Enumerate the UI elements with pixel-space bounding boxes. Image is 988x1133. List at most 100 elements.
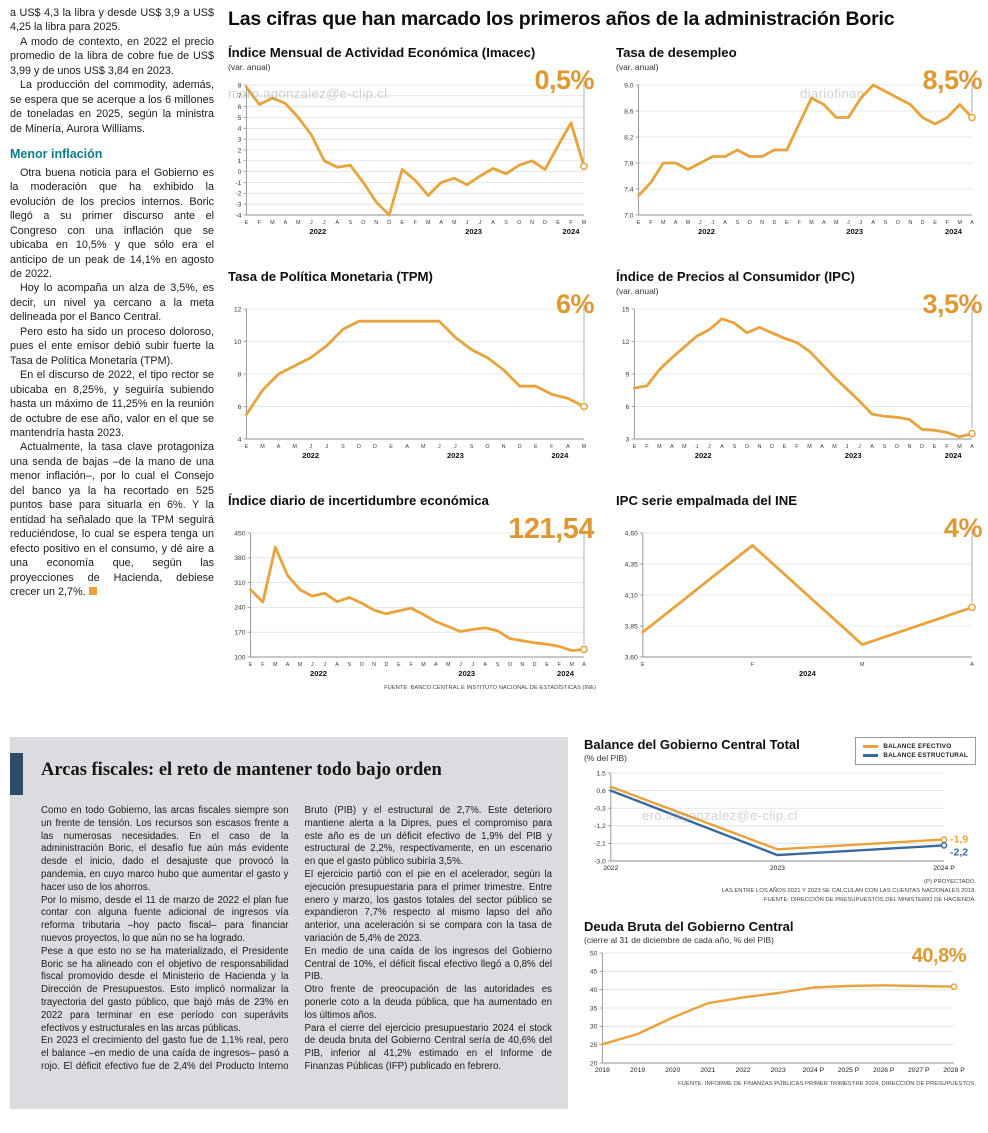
watermark: ero.#agonzalez@e-clip.cl (642, 808, 798, 823)
panel-paragraph: Por lo mismo, desde el 11 de marzo de 20… (41, 894, 289, 944)
panel-paragraph: El ejercicio partió con el pie en el ace… (304, 868, 553, 944)
svg-text:7,0: 7,0 (624, 212, 634, 219)
svg-text:A: A (405, 444, 409, 450)
chart-title: Tasa de Política Monetaria (TPM) (228, 269, 433, 284)
svg-text:J: J (325, 444, 328, 450)
svg-text:2019: 2019 (630, 1067, 645, 1074)
svg-text:-1,9: -1,9 (950, 834, 968, 846)
chart-plot: 1,5 0,6 -0,3 -1,2 -2,1 -3,0 2022 2023 2024 P -1,9… (584, 765, 976, 877)
svg-text:J: J (466, 220, 469, 226)
chart-balance-card: Balance del Gobierno Central Total (% de… (584, 737, 976, 905)
article-paragraph: Otra buena noticia para el Gobierno es l… (10, 166, 214, 280)
svg-text:M: M (682, 444, 687, 450)
svg-text:2022: 2022 (302, 451, 319, 460)
svg-text:100: 100 (234, 654, 246, 661)
svg-text:D: D (770, 444, 774, 450)
svg-text:2023: 2023 (771, 1067, 786, 1074)
article-paragraph: a US$ 4,3 la libra y desde US$ 3,9 a US$… (10, 7, 214, 34)
svg-text:25: 25 (590, 1042, 598, 1049)
svg-text:O: O (508, 662, 512, 668)
svg-text:N: N (757, 444, 761, 450)
chart-imacec-card: Índice Mensual de Actividad Económica (I… (228, 45, 596, 241)
svg-text:N: N (374, 220, 378, 226)
article-subhead: Menor inflación (10, 147, 103, 162)
chart-deuda-card: Deuda Bruta del Gobierno Central (cierre… (584, 919, 976, 1087)
chart-grid: Índice Mensual de Actividad Económica (I… (228, 45, 983, 691)
svg-text:2023: 2023 (447, 451, 464, 460)
svg-text:A: A (335, 662, 339, 668)
svg-text:M: M (426, 220, 431, 226)
svg-text:J: J (323, 220, 326, 226)
svg-text:F: F (645, 444, 649, 450)
svg-text:E: E (637, 220, 641, 226)
svg-text:A: A (277, 444, 281, 450)
top-section: a US$ 4,3 la libra y desde US$ 3,9 a US$… (10, 6, 983, 691)
panel-text-columns: Como en todo Gobierno, las arcas fiscale… (10, 799, 568, 1084)
svg-text:380: 380 (234, 555, 246, 562)
panel-paragraph: En medio de una caída de los ingresos de… (304, 945, 553, 983)
article-paragraph: Pero esto ha sido un proceso doloroso, p… (10, 325, 214, 367)
svg-text:2024: 2024 (563, 227, 581, 236)
bottom-charts-column: Balance del Gobierno Central Total (% de… (584, 737, 976, 1109)
svg-text:1: 1 (238, 158, 242, 165)
svg-text:S: S (883, 444, 887, 450)
svg-text:M: M (860, 662, 865, 668)
chart-plot: 9,0 8,6 8,2 7,8 7,4 7,0 E F M A M J J A S O N D E F M A M J J A S O… (616, 65, 984, 241)
svg-text:12: 12 (622, 339, 630, 346)
svg-text:M: M (298, 662, 303, 668)
svg-text:E: E (400, 220, 404, 226)
svg-text:-2,1: -2,1 (594, 841, 606, 848)
svg-text:D: D (543, 220, 547, 226)
svg-text:J: J (311, 662, 314, 668)
watermark: diariofinan (800, 86, 865, 101)
chart-callout-value: 6% (555, 289, 595, 319)
svg-text:J: J (310, 220, 313, 226)
svg-text:2024 P: 2024 P (933, 865, 955, 872)
svg-text:M: M (260, 444, 265, 450)
svg-text:4: 4 (238, 436, 242, 443)
svg-text:J: J (708, 444, 711, 450)
svg-text:F: F (409, 662, 413, 668)
chart-plot: 12 10 8 6 4 E M A M J J S O D E A M J J S O N D E F A M 2022 2023 202… (228, 289, 596, 465)
svg-text:2024: 2024 (799, 669, 817, 678)
svg-text:9: 9 (626, 371, 630, 378)
svg-text:-0,3: -0,3 (594, 806, 606, 813)
chart-ipc-card: Índice de Precios al Consumidor (IPC) (v… (616, 269, 984, 465)
svg-text:E: E (556, 220, 560, 226)
svg-text:E: E (249, 662, 253, 668)
svg-text:M: M (657, 444, 662, 450)
headline-accent-bar (10, 753, 23, 795)
svg-text:9,0: 9,0 (624, 82, 634, 89)
svg-text:A: A (970, 662, 974, 668)
chart-subtitle: (cierre al 31 de diciembre de cada año, … (584, 935, 774, 946)
svg-text:J: J (711, 220, 714, 226)
svg-text:O: O (357, 444, 361, 450)
svg-text:M: M (686, 220, 691, 226)
svg-text:N: N (502, 444, 506, 450)
chart-header: Balance del Gobierno Central Total (% de… (584, 737, 976, 765)
svg-text:2024 P: 2024 P (803, 1067, 825, 1074)
panel-paragraph: Pese a que esto no se ha materializado, … (41, 945, 289, 1034)
chart-title: Balance del Gobierno Central Total (584, 737, 800, 752)
svg-text:-4: -4 (235, 212, 241, 219)
chart-subtitle: (var. anual) (616, 286, 659, 296)
svg-text:J: J (309, 444, 312, 450)
svg-text:A: A (335, 220, 339, 226)
article-paragraph: La producción del commodity, además, se … (10, 79, 214, 135)
svg-text:2023: 2023 (846, 227, 863, 236)
svg-text:450: 450 (234, 530, 246, 537)
charts-area: Las cifras que han marcado los primeros … (228, 6, 983, 691)
svg-text:45: 45 (590, 969, 598, 976)
article-paragraph: Hoy lo acompaña un alza de 3,5%, es deci… (10, 282, 214, 324)
svg-text:0: 0 (238, 169, 242, 176)
svg-text:F: F (946, 220, 950, 226)
legend-swatch-efectivo (863, 745, 879, 748)
svg-text:S: S (496, 662, 500, 668)
svg-text:D: D (384, 662, 388, 668)
article-paragraph-text: Actualmente, la tasa clave protagoniza u… (10, 441, 214, 598)
chart-title: IPC serie empalmada del INE (616, 493, 798, 508)
svg-text:2024: 2024 (945, 451, 963, 460)
